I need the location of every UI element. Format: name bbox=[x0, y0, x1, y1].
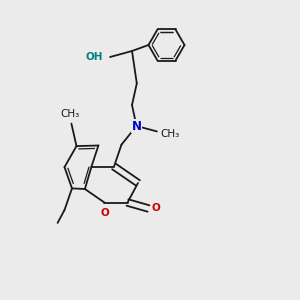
Text: CH₃: CH₃ bbox=[60, 109, 80, 119]
Text: OH: OH bbox=[85, 52, 103, 62]
Text: N: N bbox=[131, 119, 142, 133]
Text: CH₃: CH₃ bbox=[160, 129, 179, 140]
Text: O: O bbox=[101, 208, 110, 218]
Text: O: O bbox=[152, 203, 160, 213]
